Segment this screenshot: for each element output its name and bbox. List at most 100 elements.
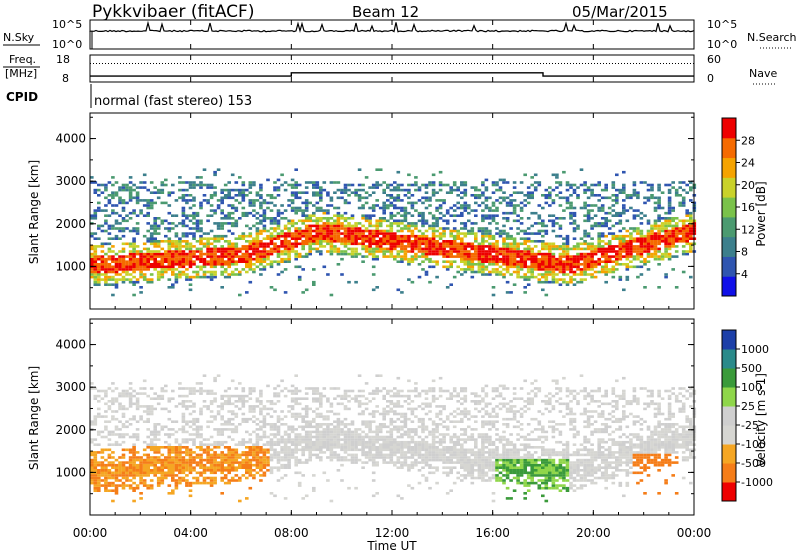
power-cell [586,245,591,248]
velocity-cell [308,448,312,452]
velocity-cell [252,469,256,472]
power-cell [107,263,112,266]
velocity-cell [241,400,246,403]
power-cell [121,234,126,238]
velocity-cell [216,443,221,446]
velocity-cell [132,471,136,475]
power-cell [674,227,679,230]
power-cell [125,260,129,263]
power-cell [639,240,644,243]
velocity-cell [230,379,235,383]
power-cell [449,206,453,210]
velocity-cell [128,456,133,459]
power-cell [128,257,133,261]
power-cell [375,247,379,251]
power-cell [280,250,284,253]
power-cell [488,257,492,261]
power-cell [371,265,376,269]
power-cell [484,206,489,210]
power-cell [579,183,584,187]
power-cell [262,252,267,256]
velocity-cell [336,387,341,390]
power-cell [273,260,277,263]
power-cell [181,265,186,269]
power-cell [629,234,633,238]
power-cell [597,181,601,184]
power-cell [544,247,549,251]
power-cell [227,204,231,207]
power-cell [650,252,654,256]
velocity-cell [273,428,277,431]
power-cell [185,273,189,276]
velocity-cell [167,469,172,472]
velocity-cell [185,453,189,457]
power-cell [347,280,351,284]
power-cell [509,201,513,205]
velocity-cell [107,405,112,408]
power-cell [171,283,175,286]
power-cell [234,237,239,240]
power-cell [491,263,496,266]
power-cell [569,257,573,261]
power-cell [315,209,320,212]
power-cell [625,242,630,246]
velocity-cell [195,425,200,429]
power-cell [290,242,295,246]
power-cell [593,204,598,207]
velocity-cell [245,497,249,500]
velocity-cell [111,476,115,480]
power-cell [290,234,295,238]
power-cell [209,237,214,240]
power-cell [481,232,485,235]
velocity-cell [160,463,165,467]
power-cell [195,224,200,228]
power-cell [255,260,260,263]
power-cell [234,268,239,271]
power-cell [438,247,443,251]
velocity-cell [128,469,133,472]
power-cell [304,255,309,258]
power-cell [192,255,196,258]
velocity-cell [107,448,112,452]
power-cell [135,199,140,202]
power-cell [460,268,464,271]
velocity-cell [280,389,284,393]
velocity-cell [174,430,179,434]
power-cell [276,227,281,230]
power-cell [107,194,112,197]
power-cell [667,188,672,192]
velocity-cell [255,461,260,464]
power-cell [146,204,150,207]
velocity-cell [290,453,295,457]
power-cell [498,260,503,263]
power-cell [403,247,408,251]
power-cell [629,240,633,243]
power-cell [484,217,489,220]
power-cell [347,242,351,246]
velocity-cell [149,410,154,413]
power-cell [417,240,422,243]
velocity-cell [121,435,126,439]
velocity-cell [114,471,119,475]
power-cell [537,280,542,284]
velocity-cell [234,469,239,472]
power-cell [149,250,154,253]
power-cell [227,229,231,233]
power-cell [646,245,651,248]
velocity-cell [216,461,221,464]
power-cell [537,260,542,263]
power-cell [188,283,193,286]
velocity-cell [111,461,115,464]
power-cell [104,273,108,276]
velocity-cell [269,469,274,472]
power-cell [495,263,499,266]
power-cell [558,247,563,251]
power-cell [618,188,623,192]
velocity-cell [262,448,267,452]
power-cell [622,183,626,187]
velocity-cell [255,466,260,469]
power-cell [664,273,668,276]
power-cell [667,224,672,228]
power-cell [378,232,383,235]
power-cell [548,186,552,189]
